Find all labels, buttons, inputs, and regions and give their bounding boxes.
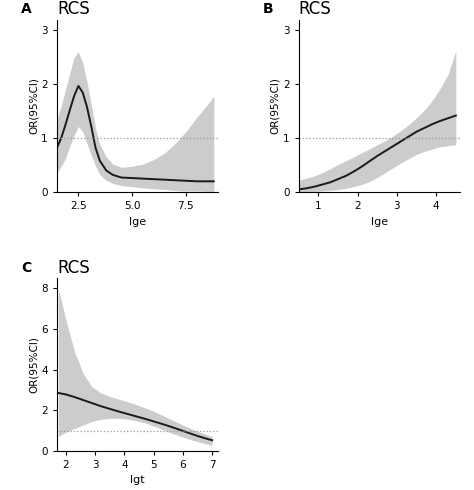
Y-axis label: OR(95%CI): OR(95%CI) bbox=[28, 77, 38, 134]
Text: A: A bbox=[21, 2, 32, 16]
Text: RCS: RCS bbox=[57, 259, 90, 277]
Text: RCS: RCS bbox=[299, 0, 331, 18]
X-axis label: lgt: lgt bbox=[130, 475, 145, 486]
Text: B: B bbox=[263, 2, 274, 16]
X-axis label: lge: lge bbox=[371, 217, 388, 227]
Text: RCS: RCS bbox=[57, 0, 90, 18]
Y-axis label: OR(95%CI): OR(95%CI) bbox=[270, 77, 280, 134]
X-axis label: lge: lge bbox=[129, 217, 146, 227]
Text: C: C bbox=[21, 261, 32, 275]
Y-axis label: OR(95%CI): OR(95%CI) bbox=[28, 336, 38, 393]
